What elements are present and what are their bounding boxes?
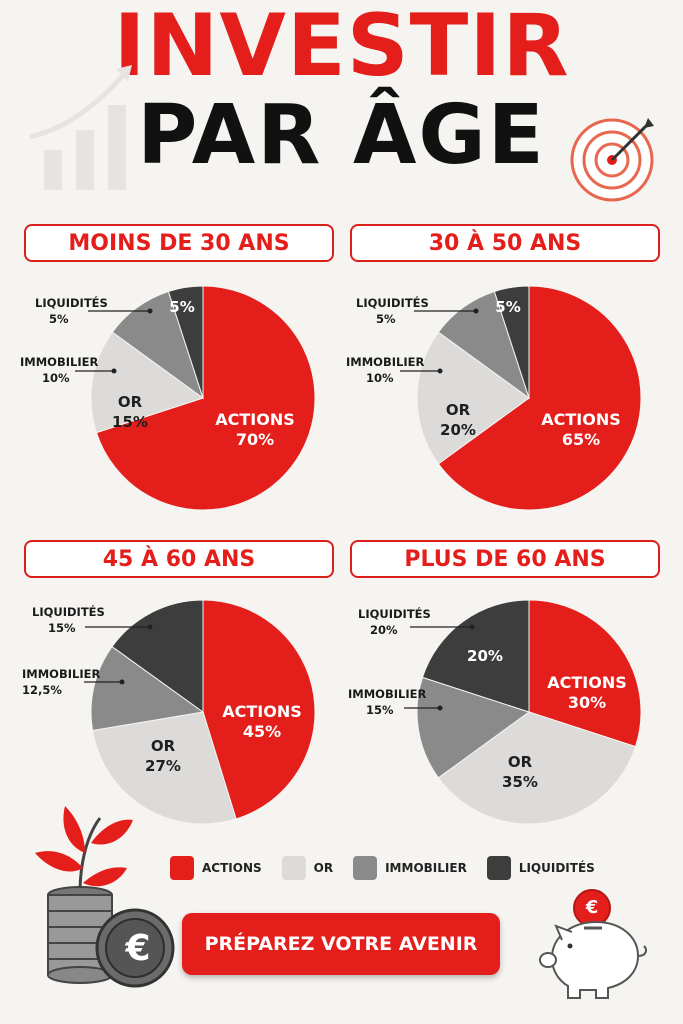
- label-actions-1: ACTIONS 70%: [215, 410, 295, 449]
- pie-slice-actions-3: [202, 599, 316, 820]
- legend: ACTIONS OR IMMOBILIER LIQUIDITÉS: [170, 856, 615, 880]
- label-name: LIQUIDITÉS: [35, 296, 108, 310]
- pie-slice-liquidites-3: [111, 599, 204, 713]
- legend-label: LIQUIDITÉS: [518, 861, 595, 875]
- label-or-2: OR 20%: [440, 401, 476, 439]
- pie-slice-liquidites-2: [493, 285, 530, 399]
- header-45-60: 45 À 60 ANS: [24, 540, 334, 578]
- label-liquidites-4: LIQUIDITÉS 20%: [358, 606, 431, 638]
- title-line-2: PAR ÂGE: [137, 88, 546, 183]
- legend-item-liquidites: LIQUIDITÉS: [486, 856, 595, 880]
- label-or-4: OR 35%: [502, 753, 538, 791]
- euro-coin-symbol: €: [125, 928, 151, 969]
- label-actions-2: ACTIONS 65%: [541, 410, 621, 449]
- legend-swatch-immobilier: [353, 856, 378, 880]
- bar-growth-icon: [29, 65, 132, 190]
- target-icon: [570, 118, 654, 202]
- label-immobilier-4: IMMOBILIER 15%: [348, 686, 426, 718]
- label-value: 10%: [366, 371, 394, 385]
- leader-dot: [147, 624, 153, 630]
- label-name: IMMOBILIER: [346, 355, 425, 369]
- pie-slice-or-2: [416, 331, 530, 465]
- label-name: IMMOBILIER: [20, 355, 99, 369]
- label-liquidites-1: LIQUIDITÉS 5%: [35, 295, 108, 327]
- label-actions-4: ACTIONS 30%: [547, 673, 627, 712]
- pie-slice-actions-1: [95, 285, 316, 511]
- label-value: 5%: [376, 312, 396, 326]
- pie-slice-immobilier-3: [90, 645, 205, 732]
- label-pct-liquidites-2: 5%: [495, 298, 521, 316]
- label-name: IMMOBILIER: [22, 667, 101, 681]
- label-name: LIQUIDITÉS: [358, 607, 431, 621]
- label-liquidites-3: LIQUIDITÉS 15%: [32, 604, 105, 636]
- label-liquidites-2: LIQUIDITÉS 5%: [356, 295, 429, 327]
- label-value: 5%: [49, 312, 69, 326]
- header-30-50: 30 À 50 ANS: [350, 224, 660, 262]
- label-actions-3: ACTIONS 45%: [222, 702, 302, 741]
- label-value: 20%: [370, 623, 398, 637]
- legend-item-or: OR: [281, 856, 334, 880]
- piggy-bank-icon: [539, 889, 647, 999]
- pie-slice-liquidites-4: [421, 599, 530, 713]
- label-immobilier-3: IMMOBILIER 12,5%: [22, 666, 100, 698]
- leader-dot: [437, 368, 443, 374]
- label-pct-liquidites-4: 20%: [467, 647, 503, 665]
- label-or-1: OR 15%: [112, 393, 148, 431]
- leader-dot: [111, 368, 117, 374]
- legend-label: IMMOBILIER: [385, 861, 467, 875]
- plant-coins-icon: [35, 806, 175, 988]
- pie-slice-immobilier-4: [416, 676, 531, 779]
- legend-label: ACTIONS: [202, 861, 262, 875]
- label-value: 15%: [48, 621, 76, 635]
- leader-dot: [473, 308, 479, 314]
- label-name: LIQUIDITÉS: [356, 296, 429, 310]
- leader-dot: [437, 705, 443, 711]
- label-immobilier-1: IMMOBILIER 10%: [20, 354, 98, 386]
- label-name: LIQUIDITÉS: [32, 605, 105, 619]
- pie-slice-liquidites-1: [167, 285, 204, 399]
- legend-item-immobilier: IMMOBILIER: [353, 856, 467, 880]
- legend-swatch-liquidites: [486, 856, 511, 880]
- title-line-1: INVESTIR: [113, 0, 570, 96]
- label-value: 10%: [42, 371, 70, 385]
- legend-label: OR: [313, 861, 334, 875]
- pie-slice-or-4: [437, 711, 637, 825]
- label-pct-liquidites-1: 5%: [169, 298, 195, 316]
- leader-dot: [469, 624, 475, 630]
- piggy-coin-symbol: €: [585, 897, 599, 918]
- pie-slice-actions-2: [437, 285, 642, 511]
- header-over-60: PLUS DE 60 ANS: [350, 540, 660, 578]
- pie-slice-actions-4: [528, 599, 642, 748]
- legend-swatch-actions: [170, 856, 194, 880]
- cta-button[interactable]: PRÉPAREZ VOTRE AVENIR: [182, 913, 500, 975]
- pie-slice-or-1: [90, 331, 205, 434]
- legend-swatch-or: [281, 856, 306, 880]
- leader-dot: [147, 308, 153, 314]
- legend-item-actions: ACTIONS: [170, 856, 262, 880]
- label-or-3: OR 27%: [145, 737, 181, 775]
- label-value: 15%: [366, 703, 394, 717]
- label-immobilier-2: IMMOBILIER 10%: [346, 354, 424, 386]
- label-value: 12,5%: [22, 683, 62, 697]
- header-under-30: MOINS DE 30 ANS: [24, 224, 334, 262]
- label-name: IMMOBILIER: [348, 687, 427, 701]
- leader-dot: [119, 679, 125, 685]
- pie-slice-or-3: [91, 711, 237, 825]
